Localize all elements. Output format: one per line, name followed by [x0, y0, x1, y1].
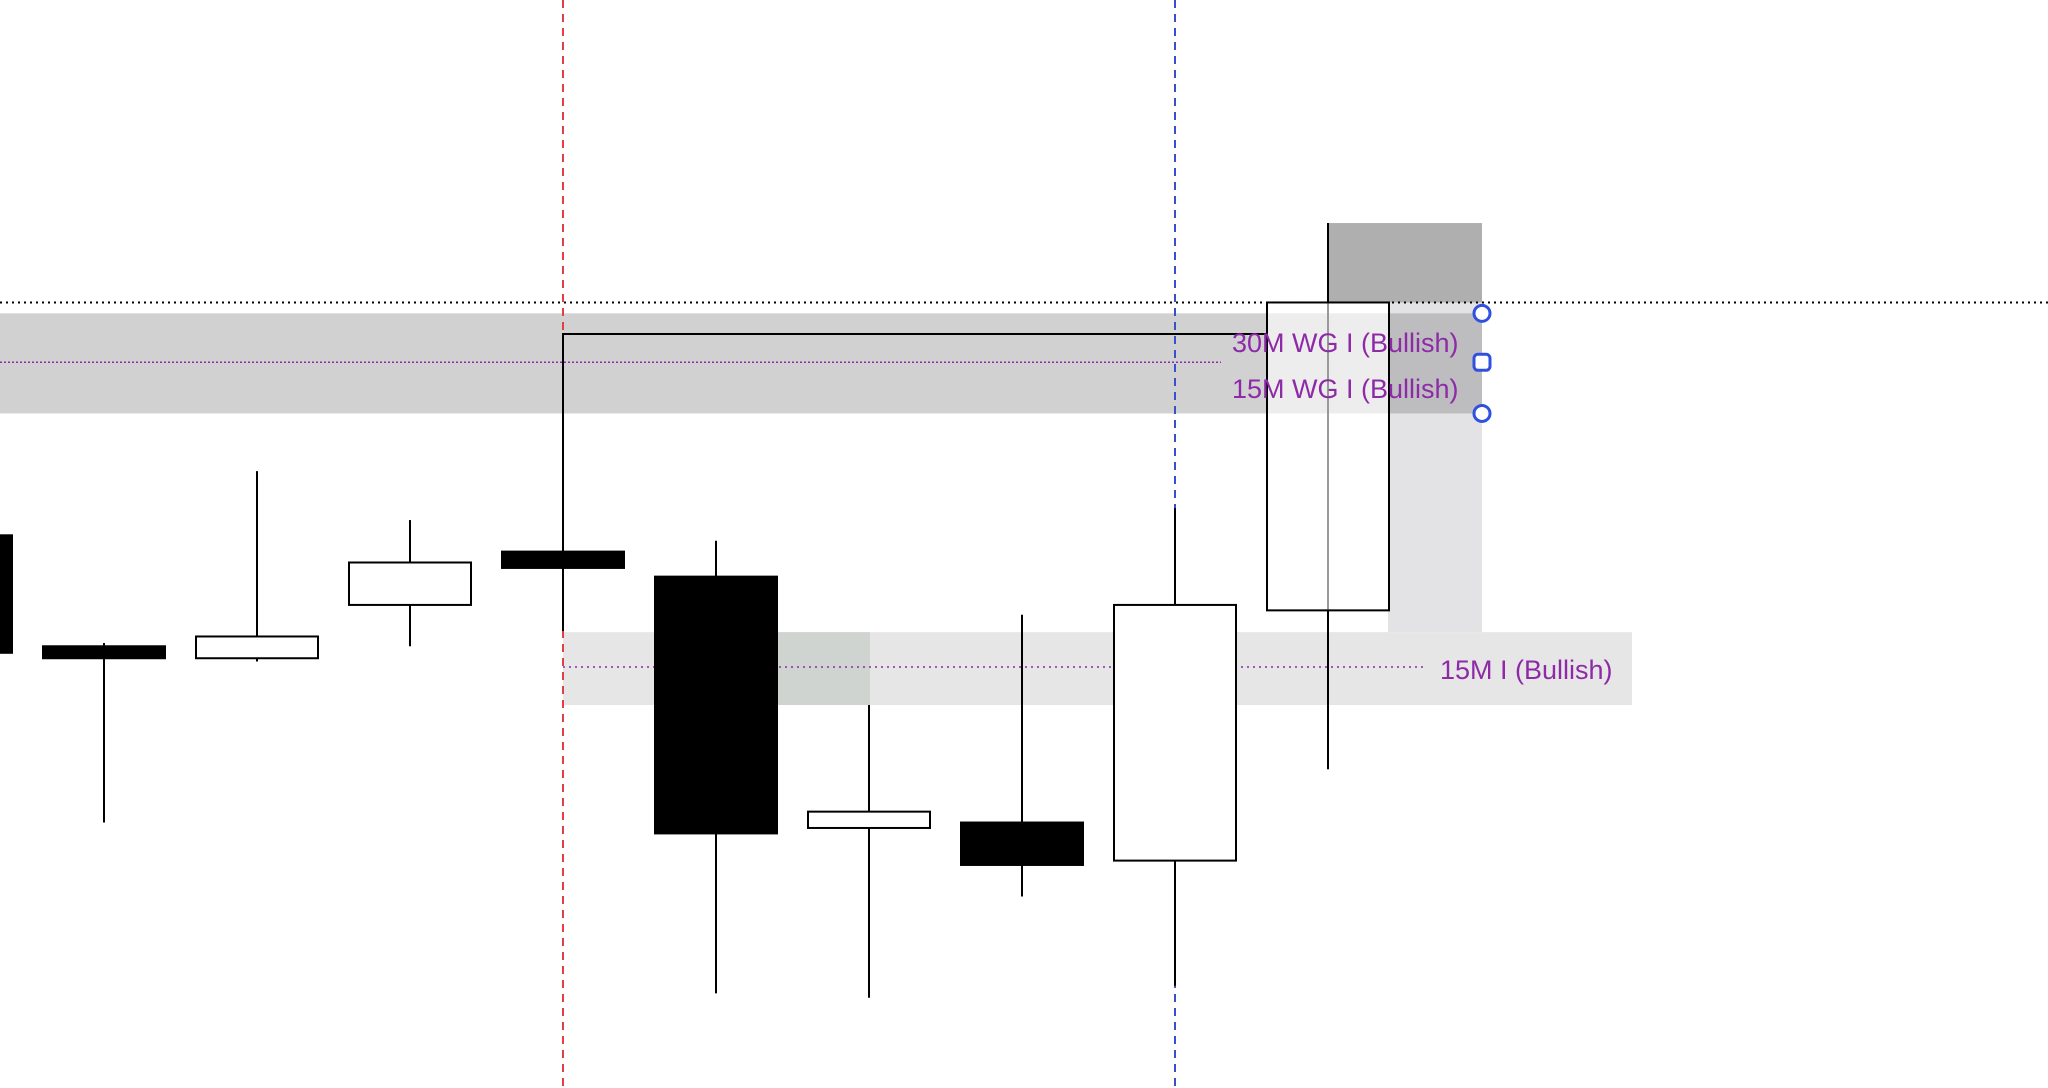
zone-band-30m	[0, 313, 1482, 414]
resize-handle-bottom[interactable]	[1472, 403, 1492, 423]
zone-label-15m: 15M I (Bullish)	[1440, 655, 1613, 685]
candle-body-4[interactable]	[501, 550, 625, 569]
candle-body-8[interactable]	[1113, 603, 1237, 862]
candle-body-1[interactable]	[42, 645, 166, 660]
candle-body-3[interactable]	[348, 561, 472, 606]
connector-line	[562, 333, 1267, 632]
zone-overlap-green	[778, 632, 870, 706]
zone-label-15m-wg: 15M WG I (Bullish)	[1232, 374, 1459, 404]
candle-body-9[interactable]	[1266, 301, 1390, 612]
candle-body-6[interactable]	[807, 810, 931, 829]
candle-body-7[interactable]	[960, 821, 1084, 866]
zone-overlap	[1388, 313, 1482, 414]
resize-handle-top[interactable]	[1472, 303, 1492, 323]
candle-body-5[interactable]	[654, 575, 778, 835]
selection-box[interactable]	[1328, 223, 1482, 303]
candle-body-0[interactable]	[0, 534, 13, 654]
move-handle-middle[interactable]	[1472, 352, 1492, 372]
zone-label-30m: 30M WG I (Bullish)	[1232, 328, 1459, 358]
candle-body-2[interactable]	[195, 635, 319, 660]
